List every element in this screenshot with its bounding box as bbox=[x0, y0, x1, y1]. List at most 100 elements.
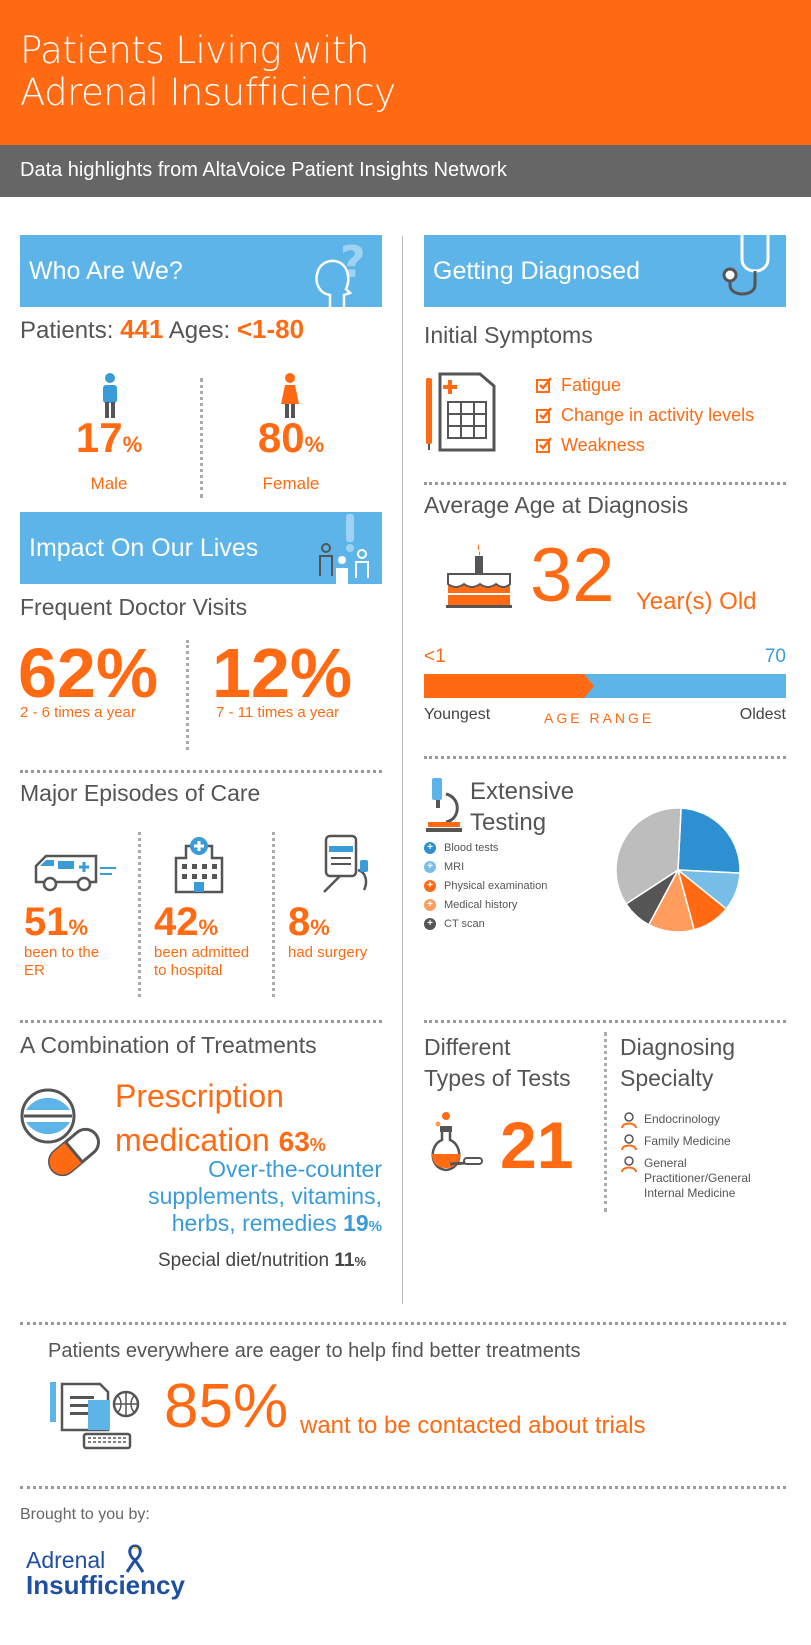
legend-label: Blood tests bbox=[444, 841, 499, 854]
female-icon bbox=[281, 373, 299, 418]
otc-percent-sign: % bbox=[368, 1218, 382, 1235]
legend-item: + CT scan bbox=[424, 914, 547, 933]
specialty-item: Family Medicine bbox=[620, 1134, 790, 1150]
iv-bag-icon bbox=[323, 834, 368, 893]
head-question-icon: ? bbox=[315, 237, 366, 307]
divider-dots bbox=[424, 482, 786, 485]
title-line-1: Patients Living with bbox=[20, 29, 369, 72]
symptom-label: Weakness bbox=[561, 434, 645, 455]
male-stat: 17% bbox=[72, 414, 146, 462]
microscope-icon bbox=[426, 778, 462, 832]
pie-slice-blood-tests bbox=[677, 807, 741, 874]
plus-circle-icon: + bbox=[424, 917, 436, 930]
birthday-cake-icon bbox=[446, 544, 512, 608]
testing-title-line-2: Testing bbox=[470, 809, 547, 836]
trials-label: want to be contacted about trials bbox=[300, 1412, 646, 1439]
range-min: <1 bbox=[424, 646, 446, 667]
otc-line-2: supplements, vitamins, bbox=[148, 1183, 382, 1209]
pills-icon bbox=[20, 1088, 100, 1177]
specialty-title-line-1: Diagnosing bbox=[620, 1034, 736, 1060]
doctor-icon bbox=[621, 1112, 637, 1128]
testing-title: Extensive Testing bbox=[470, 776, 574, 838]
specialty-item: Endocrinology bbox=[620, 1112, 790, 1128]
legend-item: + Physical examination bbox=[424, 876, 547, 895]
male-label: Male bbox=[90, 474, 128, 493]
male-percent: 17 bbox=[75, 414, 123, 461]
lab-flask-icon bbox=[431, 1112, 483, 1172]
getting-diagnosed-title: Getting Diagnosed bbox=[433, 257, 641, 285]
age-range-fill-shape bbox=[424, 674, 595, 698]
checkbox-icon bbox=[536, 377, 552, 393]
stethoscope-icon bbox=[722, 235, 770, 296]
svg-text:?: ? bbox=[340, 237, 366, 288]
visits-7-11-percent: 12% bbox=[212, 634, 353, 712]
getting-diagnosed-header: Getting Diagnosed bbox=[424, 235, 786, 307]
age-range-bar bbox=[424, 674, 786, 698]
different-tests-title: Different Types of Tests bbox=[424, 1032, 571, 1094]
brought-by-label: Brought to you by: bbox=[20, 1506, 150, 1523]
legend-label: MRI bbox=[444, 860, 465, 873]
specialty-label: Family Medicine bbox=[644, 1134, 731, 1148]
divider-dots bbox=[604, 1032, 607, 1212]
avg-age-title: Average Age at Diagnosis bbox=[424, 492, 689, 518]
ages-value: <1-80 bbox=[236, 314, 305, 344]
female-percent-sign: % bbox=[304, 432, 325, 457]
patients-value: 441 bbox=[120, 314, 164, 344]
impact-header: Impact On Our Lives bbox=[20, 512, 382, 584]
plus-circle-icon: + bbox=[424, 879, 436, 892]
surgery-label: had surgery bbox=[288, 944, 368, 961]
symptom-label: Fatigue bbox=[561, 374, 622, 395]
otc-line-1: Over-the-counter bbox=[208, 1156, 382, 1182]
computer-research-icon bbox=[50, 1382, 140, 1450]
divider-dots bbox=[20, 1020, 382, 1023]
who-are-we-title: Who Are We? bbox=[29, 257, 183, 285]
male-percent-sign: % bbox=[122, 432, 143, 457]
episodes-title: Major Episodes of Care bbox=[20, 780, 261, 806]
logo-line-1: Adrenal bbox=[26, 1547, 106, 1573]
prescription-percent: 63 bbox=[278, 1126, 310, 1157]
prescription-line-2: medication bbox=[115, 1122, 270, 1158]
pie-slice-other bbox=[615, 807, 682, 905]
legend-label: Physical examination bbox=[444, 879, 548, 892]
otc-percent: 19 bbox=[343, 1210, 369, 1236]
column-divider bbox=[402, 236, 403, 1304]
age-range-fill bbox=[424, 674, 595, 698]
specialty-label: Endocrinology bbox=[644, 1112, 721, 1126]
visits-2-6-percent: 62% bbox=[18, 634, 159, 712]
specialty-list: Endocrinology Family Medicine General Pr… bbox=[620, 1112, 790, 1207]
diet-percent: 11 bbox=[334, 1250, 355, 1271]
surgery-stat: 8% bbox=[288, 900, 330, 945]
plus-circle-icon: + bbox=[424, 898, 436, 911]
age-range-label: AGE RANGE bbox=[544, 710, 655, 726]
page-title: Patients Living with Adrenal Insufficien… bbox=[20, 29, 396, 114]
prescription-percent-sign: % bbox=[309, 1135, 326, 1155]
impact-title: Impact On Our Lives bbox=[29, 534, 259, 562]
ambulance-icon bbox=[34, 854, 116, 892]
adrenal-insufficiency-logo[interactable]: Adrenal Insufficiency bbox=[26, 1544, 185, 1600]
legend-label: Medical history bbox=[444, 898, 518, 911]
visits-7-11-label: 7 - 11 times a year bbox=[216, 704, 340, 721]
hospital-label: been admitted to hospital bbox=[154, 944, 250, 979]
testing-title-line-1: Extensive bbox=[470, 778, 575, 805]
prescription-line-1: Prescription bbox=[115, 1078, 284, 1114]
logo-line-2: Insufficiency bbox=[26, 1570, 185, 1600]
female-stat: 80% bbox=[246, 414, 336, 462]
doctor-icon bbox=[621, 1156, 637, 1172]
er-percent-sign: % bbox=[68, 915, 89, 940]
female-percent: 80 bbox=[257, 414, 305, 461]
diet-line: Special diet/nutrition 11% bbox=[100, 1250, 366, 1272]
divider-dots bbox=[20, 770, 382, 773]
symptoms-list: Fatigue Change in activity levels Weakne… bbox=[536, 370, 754, 460]
treatments-title: A Combination of Treatments bbox=[20, 1032, 317, 1058]
divider-dots bbox=[424, 756, 786, 759]
symptom-item: Fatigue bbox=[536, 370, 754, 400]
medical-chart-icon bbox=[426, 372, 496, 452]
specialty-title: Diagnosing Specialty bbox=[620, 1032, 735, 1094]
surgery-percent-sign: % bbox=[310, 915, 330, 940]
tests-count: 21 bbox=[500, 1108, 574, 1182]
page-header: Patients Living with Adrenal Insufficien… bbox=[0, 0, 811, 145]
male-icon bbox=[103, 373, 117, 418]
who-are-we-header: Who Are We? ? bbox=[20, 235, 382, 307]
plus-circle-icon: + bbox=[424, 860, 436, 873]
specialty-item: General Practitioner/General Internal Me… bbox=[620, 1156, 790, 1201]
